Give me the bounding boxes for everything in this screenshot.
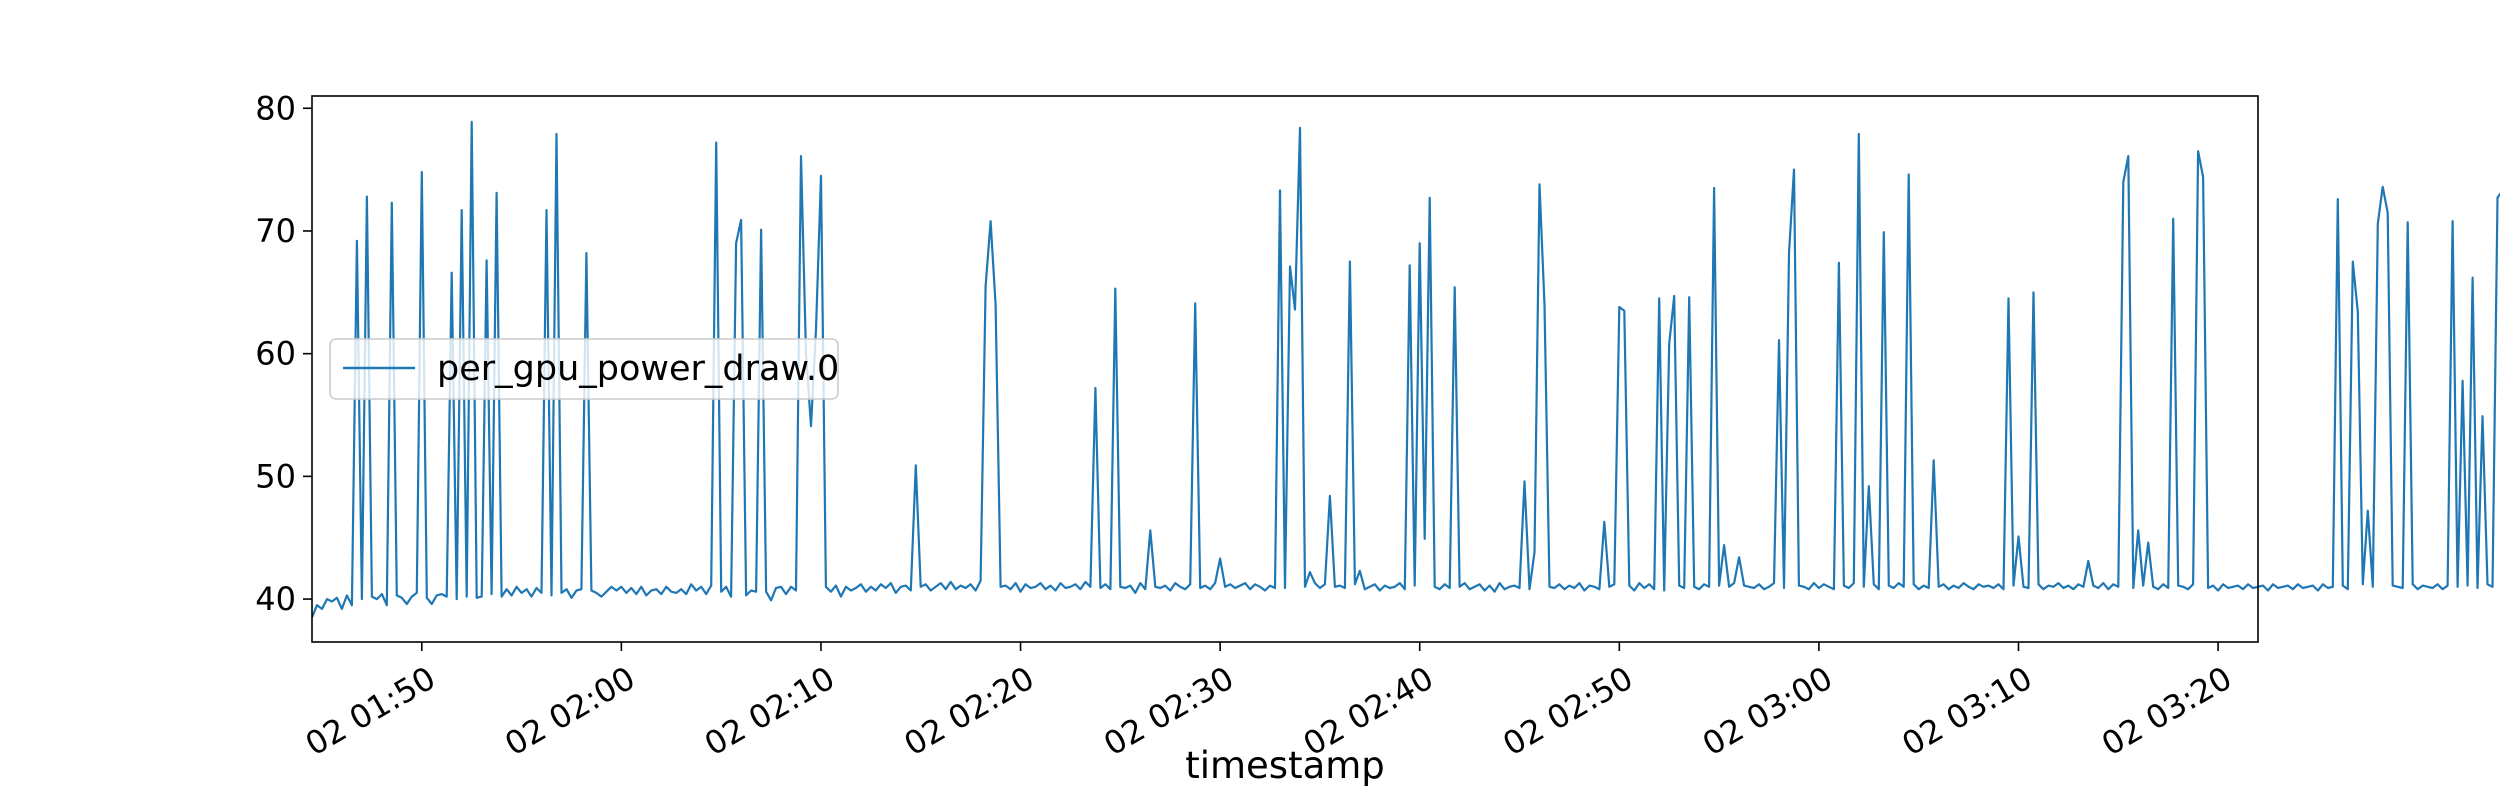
series-line-per-gpu-power-draw-0 bbox=[310, 120, 2500, 618]
y-tick-label-50: 50 bbox=[255, 457, 296, 495]
series-group bbox=[310, 120, 2500, 618]
legend-box bbox=[329, 338, 839, 400]
x-tick-label-02-01-50: 02 01:50 bbox=[299, 659, 442, 763]
y-tick-label-40: 40 bbox=[255, 580, 296, 618]
x-tick-label-02-02-20: 02 02:20 bbox=[898, 659, 1041, 763]
x-tick-label-02-03-20: 02 03:20 bbox=[2095, 659, 2238, 763]
plot-frame bbox=[311, 95, 2259, 643]
y-axis: 40 50 60 70 80 bbox=[255, 89, 312, 618]
x-tick-label-02-02-50: 02 02:50 bbox=[1496, 659, 1639, 763]
legend: per_gpu_power_draw.0 bbox=[329, 338, 839, 400]
y-tick-label-70: 70 bbox=[255, 212, 296, 250]
x-tick-label-02-03-10: 02 03:10 bbox=[1896, 659, 2039, 763]
x-tick-label-02-02-00: 02 02:00 bbox=[498, 659, 641, 763]
x-axis-title: timestamp bbox=[1185, 744, 1385, 787]
y-tick-label-60: 60 bbox=[255, 335, 296, 373]
x-tick-label-02-03-00: 02 03:00 bbox=[1696, 659, 1839, 763]
y-tick-label-80: 80 bbox=[255, 89, 296, 127]
x-tick-label-02-02-10: 02 02:10 bbox=[698, 659, 841, 763]
legend-label-per-gpu-power-draw-0: per_gpu_power_draw.0 bbox=[437, 349, 839, 389]
